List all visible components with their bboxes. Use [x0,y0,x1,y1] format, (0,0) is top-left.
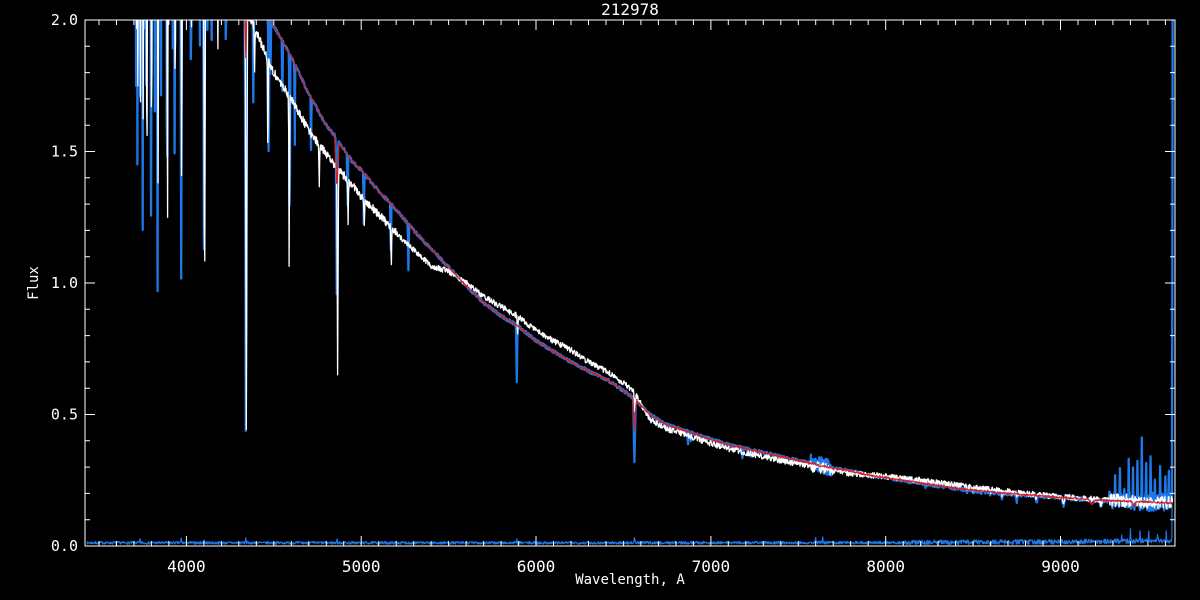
y-axis-label: Flux [26,266,42,300]
chart-title: 212978 [601,0,659,19]
x-tick-label: 9000 [1041,557,1080,576]
y-tick-label: 0.5 [51,406,78,424]
tick-label-layer: 4000 5000 6000 7000 8000 9000 0.0 0.5 1.0 1.5 2.0 [51,11,1080,576]
y-tick-label: 2.0 [51,11,78,29]
series-model-template [134,20,1174,513]
x-tick-label: 7000 [692,557,731,576]
series-smooth-fit [244,20,1174,508]
series-observed [135,20,1174,510]
y-tick-label: 1.5 [51,143,78,161]
y-tick-label: 0.0 [51,537,78,555]
axes-box-and-ticks [84,19,1176,547]
x-tick-label: 4000 [167,557,206,576]
series-residual-near-zero [86,20,1174,546]
x-tick-label: 6000 [517,557,556,576]
x-tick-label: 5000 [342,557,381,576]
series-layer [86,20,1174,546]
x-axis-label: Wavelength, A [575,572,685,588]
axes-layer [84,19,1176,547]
x-tick-label: 8000 [866,557,905,576]
y-tick-label: 1.0 [51,274,78,292]
